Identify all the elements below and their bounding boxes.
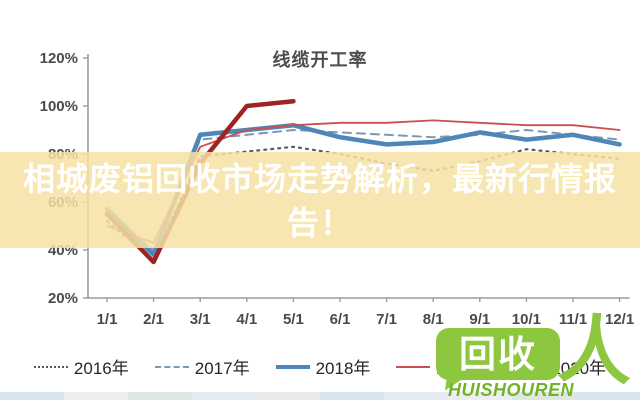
logo-bubble-text: 回收: [459, 333, 537, 375]
svg-text:12/1: 12/1: [605, 311, 634, 328]
person-glyph-icon: 人: [555, 307, 635, 394]
svg-text:100%: 100%: [40, 98, 78, 115]
svg-text:9/1: 9/1: [469, 311, 490, 328]
legend-label: 2020年: [551, 359, 607, 378]
legend-item-2017: 2017年: [154, 354, 250, 379]
legend-swatch-dashed: [154, 365, 189, 368]
svg-text:2/1: 2/1: [143, 311, 164, 328]
svg-text:5/1: 5/1: [283, 311, 304, 328]
legend-label: 2016年: [73, 359, 129, 378]
legend-label: 2017年: [194, 359, 250, 378]
svg-text:3/1: 3/1: [190, 311, 211, 328]
svg-text:4/1: 4/1: [236, 311, 257, 328]
svg-text:20%: 20%: [48, 290, 78, 307]
bottom-image-strip: [0, 392, 640, 400]
legend-item-2016: 2016年: [33, 354, 129, 379]
legend-swatch-thick-blue: [275, 364, 310, 369]
huishouren-logo: 回收 人 HUISHOUREN: [430, 307, 640, 400]
svg-text:11/1: 11/1: [559, 311, 587, 328]
logo-brand-text: HUISHOUREN: [448, 380, 575, 400]
overlay-banner: 相城废铝回收市场走势解析，最新行情报告！: [0, 152, 640, 248]
banner-title: 相城废铝回收市场走势解析，最新行情报告！: [22, 161, 617, 241]
svg-text:8/1: 8/1: [423, 311, 444, 328]
legend-swatch-dotted: [33, 365, 68, 368]
svg-text:1/1: 1/1: [97, 311, 118, 328]
speech-bubble-icon: 回收: [436, 328, 560, 380]
legend-item-2018: 2018年: [275, 354, 371, 379]
legend-label: 2018年: [315, 359, 371, 378]
svg-text:120%: 120%: [40, 50, 78, 67]
chart-title: 线缆开工率: [272, 50, 368, 70]
svg-text:7/1: 7/1: [376, 311, 397, 328]
svg-text:10/1: 10/1: [512, 311, 541, 328]
svg-text:6/1: 6/1: [330, 311, 351, 328]
legend-swatch-red-line: [396, 365, 431, 368]
